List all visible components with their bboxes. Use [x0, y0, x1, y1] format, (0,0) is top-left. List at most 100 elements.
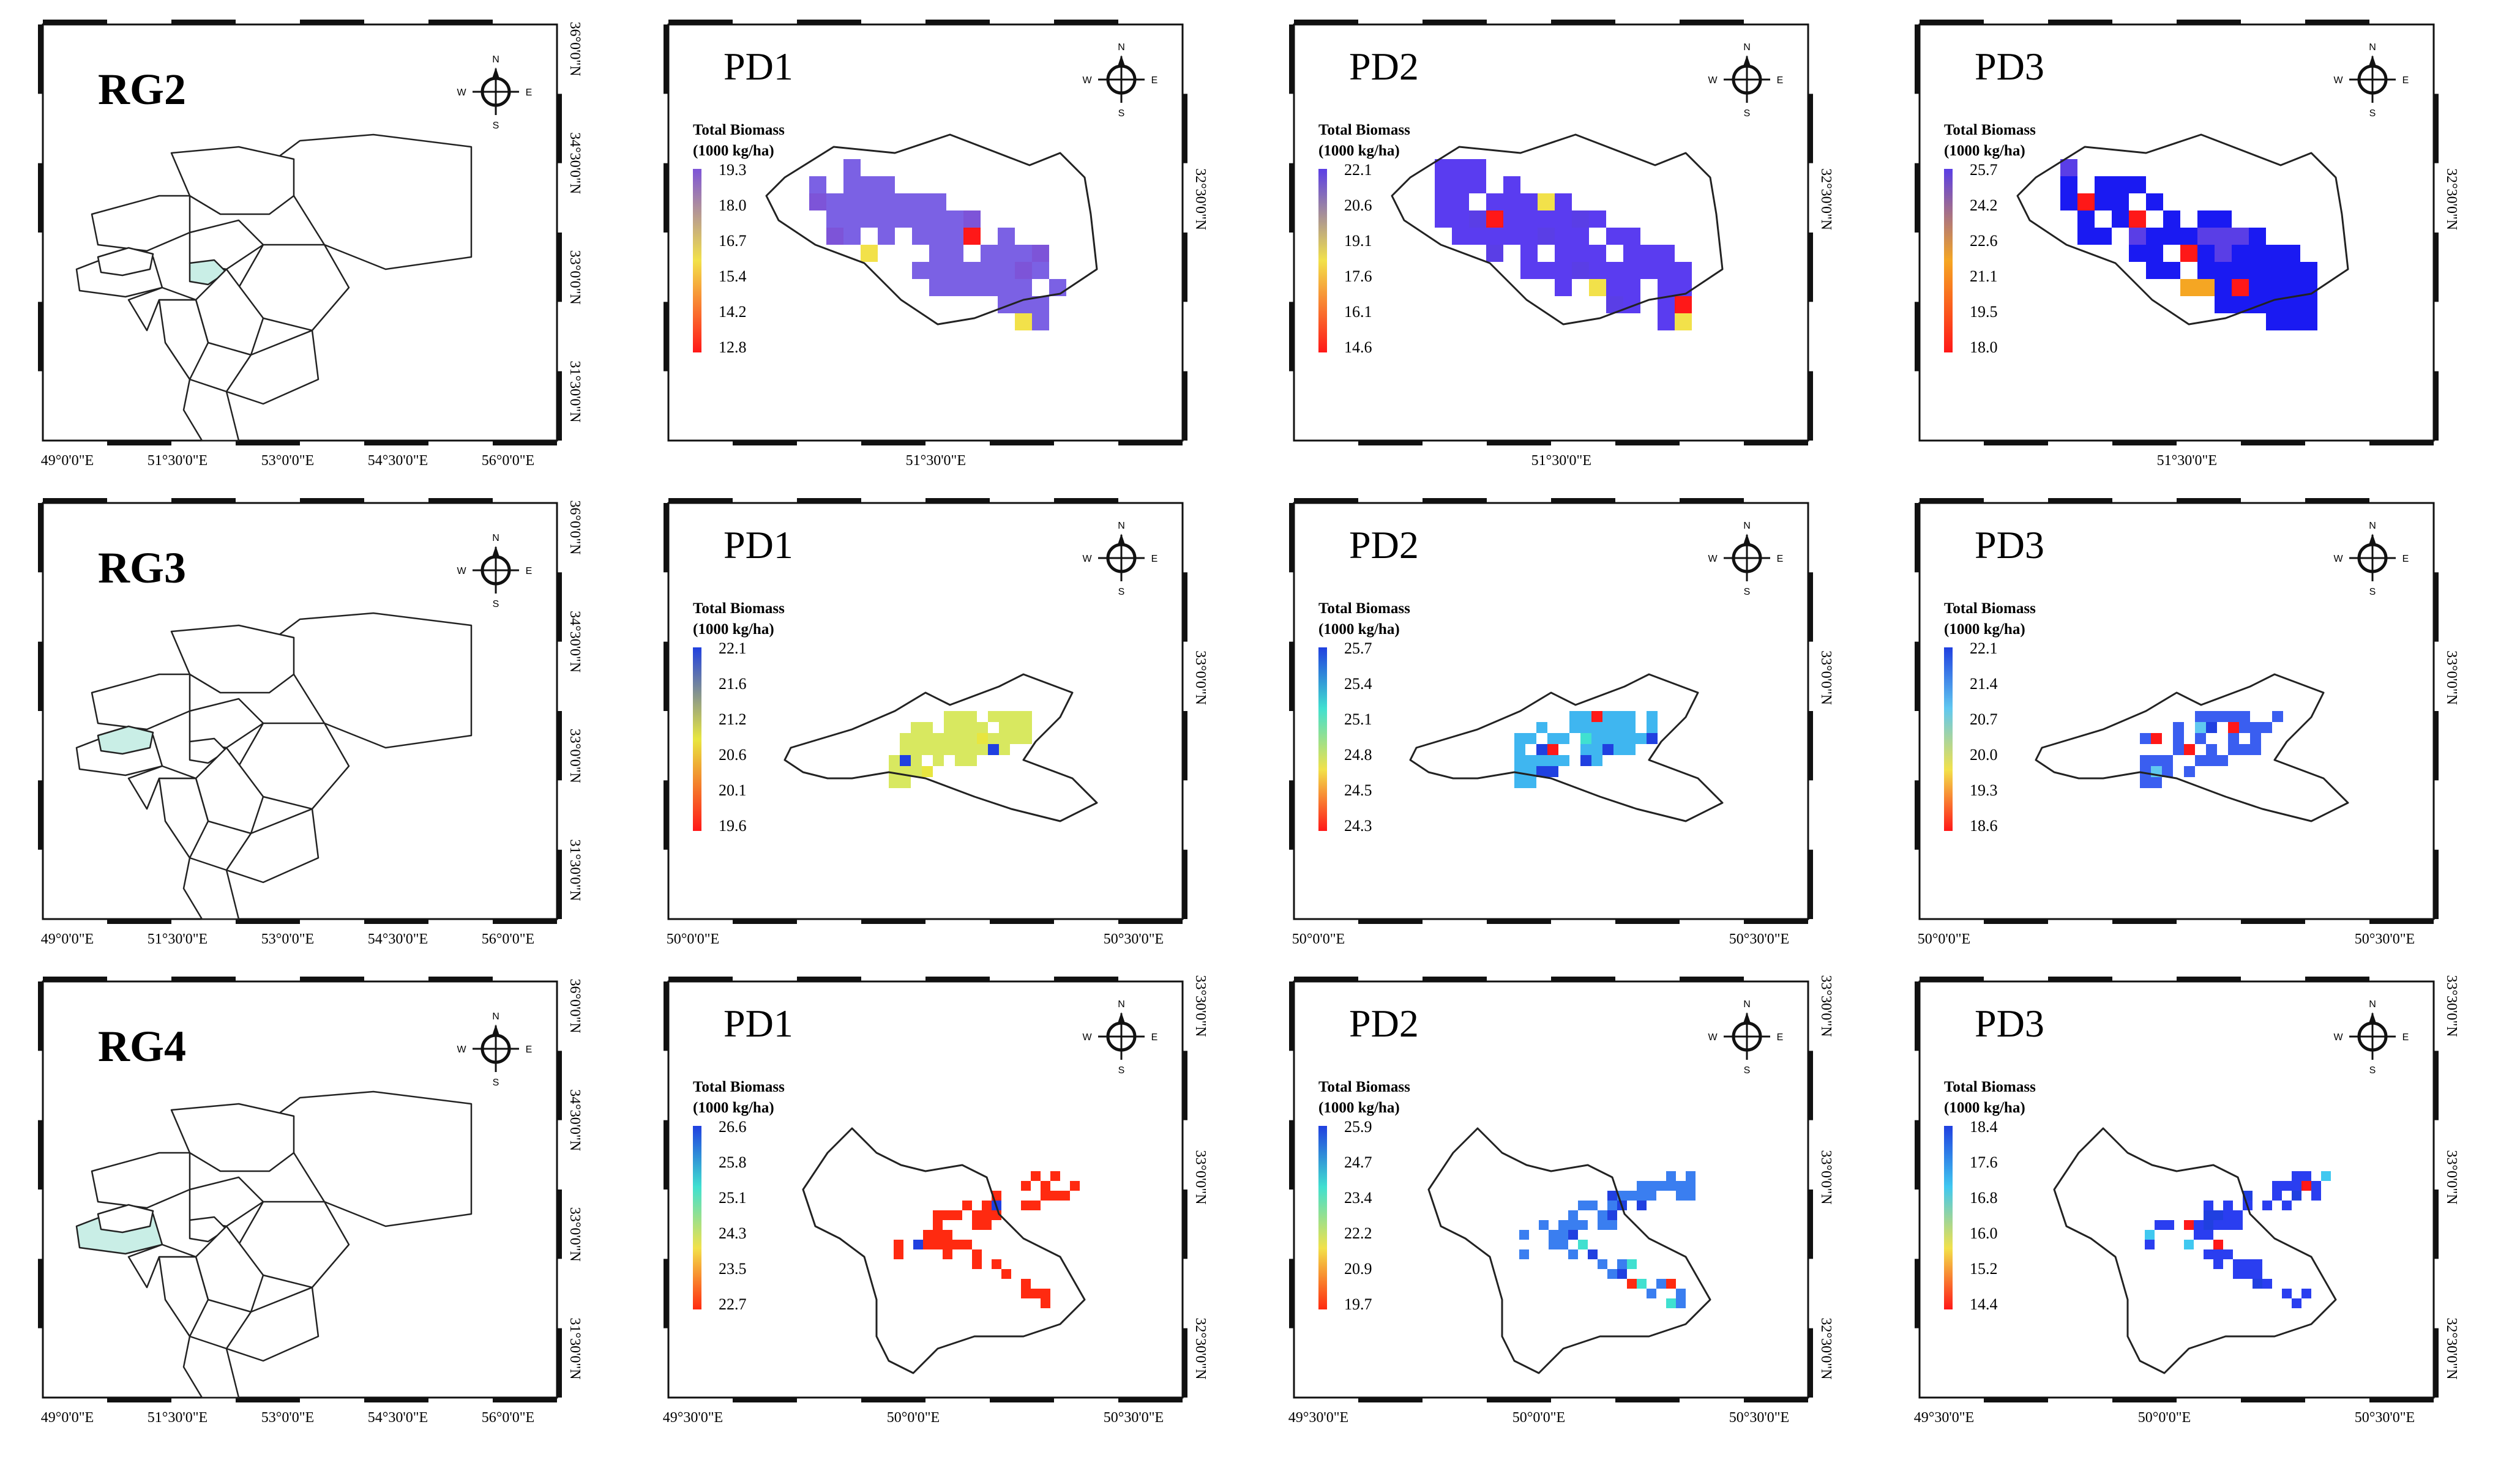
legend-color-bar: [1944, 647, 1953, 831]
biomass-cell: [1637, 1181, 1647, 1191]
biomass-cell: [1021, 711, 1032, 722]
biomass-cell: [2204, 1210, 2213, 1220]
pd-panel-rg3-1: PD1 N S W E Total Biomass (1000 kg/ha) 22.1 21.6…: [632, 491, 1219, 956]
compass-letter-w: W: [1708, 75, 1718, 86]
scale-bar-left: [664, 302, 668, 371]
biomass-cell: [1625, 711, 1636, 722]
biomass-map: PD3 N S W E Total Biomass (1000 kg/ha) 25.7 24.2…: [1915, 20, 2459, 469]
scale-bar-top: [1551, 977, 1615, 981]
biomass-cell: [2077, 210, 2095, 228]
compass-letter-s: S: [2369, 108, 2376, 119]
legend-tick: 16.1: [1344, 303, 1372, 321]
compass-letter-s: S: [493, 1078, 499, 1088]
biomass-cells: [1519, 1171, 1696, 1308]
biomass-cell: [2223, 1249, 2233, 1259]
axis-label-lat: 36°0'0"N: [567, 500, 583, 554]
axis-label-lon: 49°30'0"E: [663, 1410, 723, 1426]
biomass-cell: [977, 722, 988, 733]
biomass-cell: [2197, 210, 2215, 228]
biomass-cell: [878, 176, 895, 193]
district-polygon: [170, 624, 295, 694]
biomass-cell: [1555, 193, 1572, 210]
biomass-cell: [2112, 193, 2129, 210]
biomass-cell: [1555, 228, 1572, 245]
axis-label-lat: 32°30'0"N: [2443, 168, 2459, 230]
scale-bar-top: [1423, 498, 1487, 503]
province-districts: [75, 133, 473, 442]
biomass-cell: [1558, 733, 1569, 744]
biomass-cell: [1647, 1289, 1656, 1298]
legend-tick: 16.0: [1970, 1224, 1998, 1242]
biomass-cell: [1623, 262, 1640, 279]
biomass-cell: [1547, 733, 1558, 744]
compass-letter-e: E: [2402, 1032, 2409, 1043]
scale-bar-right: [1808, 1190, 1813, 1259]
biomass-cell: [966, 755, 977, 766]
biomass-map: PD1 N S W E Total Biomass (1000 kg/ha) 26.6 25.8…: [663, 975, 1208, 1426]
legend-unit: (1000 kg/ha): [1318, 1100, 1400, 1116]
biomass-cell: [2233, 1210, 2243, 1220]
axis-label-lon: 50°0'0"E: [1918, 931, 1970, 947]
figure-grid: RG2 N S W E 49°0'0"E 51°30'0"E 53°0'0"E 54°30'0"…: [6, 12, 2470, 1434]
biomass-cell: [1686, 1171, 1696, 1181]
axis-label-lon: 50°0'0"E: [667, 931, 719, 947]
pd-panel-rg2-1: PD1 N S W E Total Biomass (1000 kg/ha) 19.3 18.0…: [632, 12, 1219, 477]
study-area-outline: [1427, 1127, 1711, 1374]
biomass-cell: [1041, 1191, 1050, 1201]
biomass-cell: [2215, 296, 2232, 313]
biomass-cell: [1435, 159, 1452, 176]
biomass-cell: [1555, 279, 1572, 296]
biomass-cell: [900, 744, 911, 755]
biomass-cell: [1569, 722, 1580, 733]
scale-bar-top: [1920, 498, 1984, 503]
biomass-cell: [1569, 711, 1580, 722]
biomass-cell: [2311, 1191, 2321, 1201]
biomass-cell: [878, 210, 895, 228]
legend-tick: 22.1: [1344, 161, 1372, 179]
compass-letter-n: N: [492, 54, 499, 65]
district-polygon: [97, 247, 154, 277]
legend-title: Total Biomass: [1318, 600, 1410, 617]
legend-title: Total Biomass: [1944, 122, 2036, 138]
compass-letter-s: S: [2369, 1065, 2376, 1076]
region-map: RG2 N S W E 49°0'0"E 51°30'0"E 53°0'0"E 54°30'0"…: [38, 20, 583, 469]
district-polygon: [97, 1204, 154, 1234]
scale-bar-bottom: [2112, 919, 2177, 924]
biomass-cell: [2151, 777, 2162, 788]
scale-bar-left: [38, 302, 43, 371]
scale-bar-left: [38, 24, 43, 94]
biomass-cell: [1486, 245, 1503, 262]
biomass-cell: [2253, 1269, 2262, 1279]
biomass-cell: [955, 733, 966, 744]
scale-bar-left: [38, 503, 43, 573]
biomass-cell: [1547, 755, 1558, 766]
scale-bar-bottom: [2369, 1398, 2434, 1402]
axis-label-lon: 51°30'0"E: [148, 931, 208, 947]
biomass-cell: [2300, 262, 2317, 279]
scale-bar-top: [43, 20, 107, 24]
axis-label-lon: 49°30'0"E: [1288, 1410, 1348, 1426]
biomass-cell: [952, 1240, 962, 1249]
legend-tick: 14.2: [719, 303, 747, 321]
legend-tick: 19.1: [1344, 232, 1372, 250]
panel-title: PD2: [1349, 523, 1419, 567]
scale-bar-right: [2434, 371, 2439, 441]
scale-bar-left: [1289, 1259, 1294, 1328]
compass-letter-e: E: [1777, 1032, 1784, 1043]
scale-bar-top: [1054, 498, 1118, 503]
compass-rose-icon: N S W E: [2333, 999, 2409, 1076]
legend-tick: 26.6: [719, 1118, 747, 1136]
biomass-cell: [2300, 313, 2317, 330]
biomass-cell: [1525, 755, 1536, 766]
scale-bar-bottom: [1984, 1398, 2048, 1402]
biomass-cell: [2180, 228, 2197, 245]
biomass-cell: [1588, 1249, 1598, 1259]
biomass-cell: [1021, 1201, 1031, 1210]
biomass-cell: [2282, 1201, 2292, 1210]
biomass-cell: [900, 777, 911, 788]
biomass-cell: [911, 755, 922, 766]
district-polygon: [91, 673, 191, 731]
scale-bar-right: [1183, 711, 1187, 781]
biomass-cell: [2272, 1191, 2282, 1201]
district-polygon: [189, 1176, 264, 1227]
